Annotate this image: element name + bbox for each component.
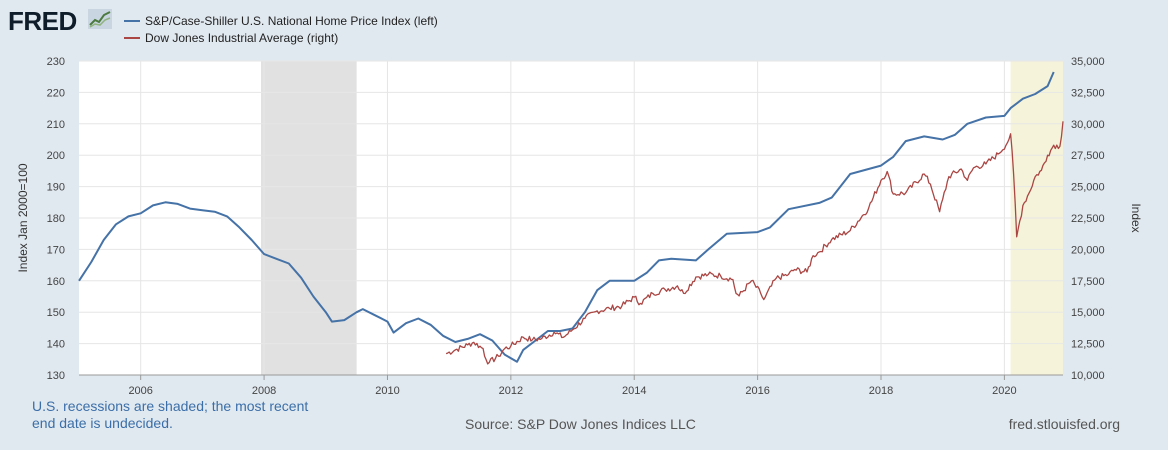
right-tick-label: 22,500 xyxy=(1071,213,1105,225)
left-tick-label: 160 xyxy=(47,276,65,288)
left-tick-label: 220 xyxy=(47,87,65,99)
x-tick-label: 2008 xyxy=(252,385,276,397)
legend-item-right-series[interactable]: Dow Jones Industrial Average (right) xyxy=(124,29,438,46)
fred-logo: FRED xyxy=(8,6,77,36)
legend-label-left: S&P/Case-Shiller U.S. National Home Pric… xyxy=(145,13,438,28)
left-tick-label: 180 xyxy=(47,213,65,225)
left-tick-label: 190 xyxy=(47,182,65,194)
right-tick-label: 12,500 xyxy=(1071,339,1105,351)
legend-swatch-left xyxy=(124,19,140,22)
left-tick-label: 150 xyxy=(47,307,65,319)
series-line-dow-jones xyxy=(445,121,1064,365)
legend-swatch-right xyxy=(124,36,140,39)
chart-legend: S&P/Case-Shiller U.S. National Home Pric… xyxy=(124,12,438,46)
source-text: Source: S&P Dow Jones Indices LLC xyxy=(465,416,696,432)
x-tick-label: 2010 xyxy=(375,385,399,397)
left-tick-label: 140 xyxy=(47,339,65,351)
right-axis-title: Index xyxy=(1129,203,1143,232)
right-tick-label: 15,000 xyxy=(1071,307,1105,319)
x-tick-label: 2014 xyxy=(622,385,646,397)
left-axis-title: Index Jan 2000=100 xyxy=(16,163,30,272)
x-tick-label: 2006 xyxy=(128,385,152,397)
fred-logo-chart-icon xyxy=(88,9,112,29)
x-tick-label: 2020 xyxy=(992,385,1016,397)
recession-note: U.S. recessions are shaded; the most rec… xyxy=(32,398,309,431)
right-tick-label: 25,000 xyxy=(1071,182,1105,194)
legend-label-right: Dow Jones Industrial Average (right) xyxy=(145,30,339,45)
chart-svg: 130 140 150 160 170 180 190 200 210 220 230 10,000 1… xyxy=(16,56,1143,397)
left-tick-label: 170 xyxy=(47,244,65,256)
x-tick-label: 2018 xyxy=(869,385,893,397)
right-tick-label: 17,500 xyxy=(1071,276,1105,288)
right-tick-label: 10,000 xyxy=(1071,370,1105,382)
left-tick-label: 130 xyxy=(47,370,65,382)
left-tick-label: 210 xyxy=(47,119,65,131)
series-line-home-price-index xyxy=(78,71,1055,363)
right-tick-label: 32,500 xyxy=(1071,87,1105,99)
legend-item-left-series[interactable]: S&P/Case-Shiller U.S. National Home Pric… xyxy=(124,12,438,29)
x-tick-label: 2012 xyxy=(499,385,523,397)
right-tick-label: 30,000 xyxy=(1071,119,1105,131)
x-tick-label: 2016 xyxy=(745,385,769,397)
site-link[interactable]: fred.stlouisfed.org xyxy=(1008,416,1120,432)
right-tick-label: 20,000 xyxy=(1071,244,1105,256)
right-tick-label: 27,500 xyxy=(1071,150,1105,162)
left-tick-label: 230 xyxy=(47,56,65,68)
right-tick-label: 35,000 xyxy=(1071,56,1105,68)
left-tick-label: 200 xyxy=(47,150,65,162)
